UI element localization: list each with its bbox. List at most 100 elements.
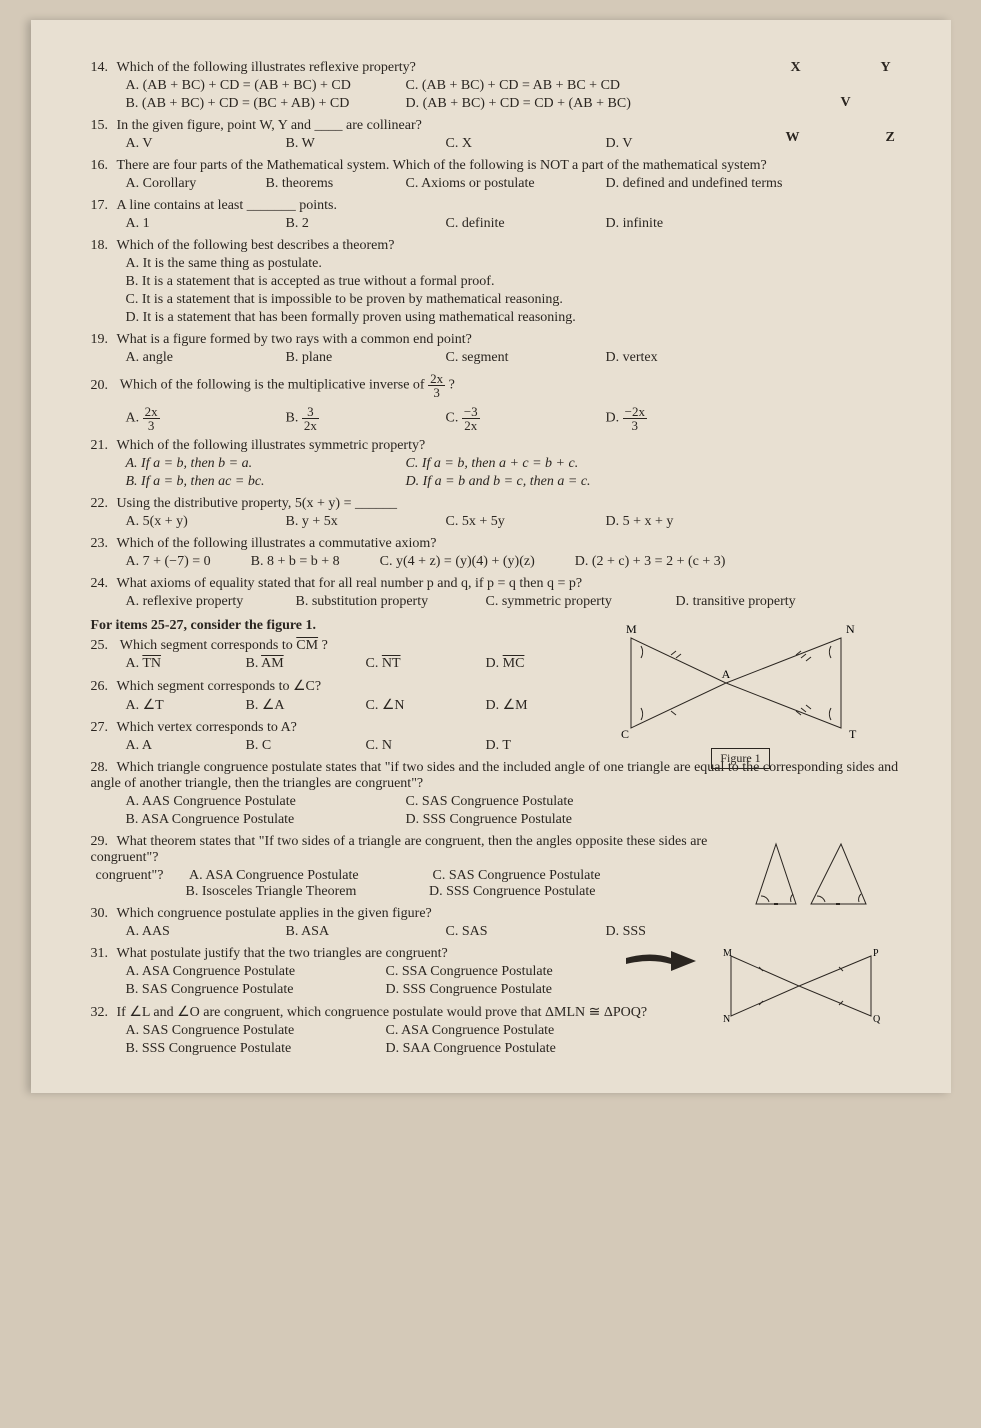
q27-opt-a: A. A: [126, 738, 246, 754]
question-14: 14.Which of the following illustrates re…: [91, 60, 901, 112]
q16-opt-d: D. defined and undefined terms: [606, 176, 783, 192]
q31-opt-a: A. ASA Congruence Postulate: [126, 964, 366, 980]
q29-opt-a: A. ASA Congruence Postulate: [189, 868, 429, 884]
q31-32-block: M P N Q 31.What postulate justify that t…: [91, 946, 901, 1057]
q24-opt-c: C. symmetric property: [486, 594, 676, 610]
q28-opt-d: D. SSS Congruence Postulate: [406, 812, 901, 828]
q26-opt-d: D. ∠M: [486, 697, 606, 714]
q25-opt-b: B. AM: [246, 656, 366, 672]
q31-text: What postulate justify that the two tria…: [117, 946, 448, 961]
q18-opt-a: A. It is the same thing as postulate.: [126, 256, 901, 272]
q15-opt-a: A. V: [126, 136, 286, 152]
q32-opt-c: C. ASA Congruence Postulate: [386, 1023, 901, 1039]
q20-opt-c: C. −32x: [446, 405, 606, 432]
q29-opt-c: C. SAS Congruence Postulate: [433, 868, 601, 883]
q22-opt-a: A. 5(x + y): [126, 514, 286, 530]
q21-text: Which of the following illustrates symme…: [117, 438, 426, 453]
q23-opt-b: B. 8 + b = b + 8: [251, 554, 340, 570]
q26-opt-c: C. ∠N: [366, 697, 486, 714]
question-23: 23.Which of the following illustrates a …: [91, 536, 901, 570]
q28-opt-a: A. AAS Congruence Postulate: [126, 794, 386, 810]
q17-opt-b: B. 2: [286, 216, 446, 232]
question-22: 22.Using the distributive property, 5(x …: [91, 496, 901, 530]
q19-text: What is a figure formed by two rays with…: [117, 332, 472, 347]
q32-text: If ∠L and ∠O are congruent, which congru…: [117, 1005, 648, 1020]
q14-opt-a: A. (AB + BC) + CD = (AB + BC) + CD: [126, 78, 386, 94]
q16-opt-b: B. theorems: [266, 176, 406, 192]
q18-text: Which of the following best describes a …: [117, 238, 395, 253]
question-27: 27.Which vertex corresponds to A? A. A B…: [91, 720, 901, 754]
q31-opt-d: D. SSS Congruence Postulate: [386, 982, 901, 998]
q24-opt-d: D. transitive property: [676, 594, 836, 610]
q21-opt-b: B. If a = b, then ac = bc.: [126, 474, 386, 490]
question-31: 31.What postulate justify that the two t…: [91, 946, 901, 998]
question-26: 26.Which segment corresponds to ∠C? A. ∠…: [91, 678, 901, 714]
q30-opt-b: B. ASA: [286, 924, 446, 940]
q15-opt-b: B. W: [286, 136, 446, 152]
q19-opt-b: B. plane: [286, 350, 446, 366]
q16-text: There are four parts of the Mathematical…: [117, 158, 767, 173]
q15-opt-d: D. V: [606, 136, 766, 152]
q21-opt-a: A. If a = b, then b = a.: [126, 456, 386, 472]
q23-opt-c: C. y(4 + z) = (y)(4) + (y)(z): [380, 554, 535, 570]
q18-opt-b: B. It is a statement that is accepted as…: [126, 274, 901, 290]
q20-text-pre: Which of the following is the multiplica…: [120, 378, 428, 393]
q15-text: In the given figure, point W, Y and ____…: [117, 118, 422, 133]
q29-opt-d: D. SSS Congruence Postulate: [429, 884, 595, 899]
q21-opt-d: D. If a = b and b = c, then a = c.: [406, 474, 901, 490]
q29-opt-b: B. Isosceles Triangle Theorem: [186, 884, 426, 900]
q19-opt-c: C. segment: [446, 350, 606, 366]
q20-opt-a: A. 2x3: [126, 405, 286, 432]
question-32: 32.If ∠L and ∠O are congruent, which con…: [91, 1004, 901, 1057]
question-18: 18.Which of the following best describes…: [91, 238, 901, 326]
q14-opt-c: C. (AB + BC) + CD = AB + BC + CD: [406, 78, 901, 94]
svg-text:M: M: [626, 622, 637, 636]
q14-text: Which of the following illustrates refle…: [117, 60, 416, 75]
q25-opt-a: A. TN: [126, 656, 246, 672]
q30-opt-d: D. SSS: [606, 924, 766, 940]
q18-opt-c: C. It is a statement that is impossible …: [126, 292, 901, 308]
q29-30-block: 29.What theorem states that "If two side…: [91, 834, 901, 940]
question-29: 29.What theorem states that "If two side…: [91, 834, 901, 900]
question-19: 19.What is a figure formed by two rays w…: [91, 332, 901, 366]
q24-text: What axioms of equality stated that for …: [117, 576, 583, 591]
figure-1-block: For items 25-27, consider the figure 1. …: [91, 618, 901, 754]
q15-opt-c: C. X: [446, 136, 606, 152]
q26-opt-b: B. ∠A: [246, 697, 366, 714]
q18-opt-d: D. It is a statement that has been forma…: [126, 310, 901, 326]
q28-opt-c: C. SAS Congruence Postulate: [406, 794, 901, 810]
q32-opt-b: B. SSS Congruence Postulate: [126, 1041, 366, 1057]
q20-opt-b: B. 32x: [286, 405, 446, 432]
q14-opt-b: B. (AB + BC) + CD = (BC + AB) + CD: [126, 96, 386, 112]
q27-text: Which vertex corresponds to A?: [117, 720, 297, 735]
q17-text: A line contains at least _______ points.: [117, 198, 337, 213]
q22-text: Using the distributive property, 5(x + y…: [117, 496, 397, 511]
q30-opt-c: C. SAS: [446, 924, 606, 940]
q27-opt-d: D. T: [486, 738, 606, 754]
q19-opt-d: D. vertex: [606, 350, 766, 366]
svg-text:N: N: [846, 622, 855, 636]
q27-opt-b: B. C: [246, 738, 366, 754]
q20-text-post: ?: [449, 378, 455, 393]
question-25: 25. Which segment corresponds to CM ? A.…: [91, 638, 901, 672]
q22-opt-c: C. 5x + 5y: [446, 514, 606, 530]
q31-opt-c: C. SSA Congruence Postulate: [386, 964, 901, 980]
q30-text: Which congruence postulate applies in th…: [117, 906, 432, 921]
q21-opt-c: C. If a = b, then a + c = b + c.: [406, 456, 901, 472]
q30-opt-a: A. AAS: [126, 924, 286, 940]
q27-opt-c: C. N: [366, 738, 486, 754]
q26-opt-a: A. ∠T: [126, 697, 246, 714]
question-30: 30.Which congruence postulate applies in…: [91, 906, 901, 940]
question-17: 17.A line contains at least _______ poin…: [91, 198, 901, 232]
q26-text: Which segment corresponds to ∠C?: [117, 679, 322, 694]
q23-text: Which of the following illustrates a com…: [117, 536, 437, 551]
q29-text: What theorem states that "If two sides o…: [91, 834, 708, 865]
q17-opt-d: D. infinite: [606, 216, 766, 232]
q23-opt-a: A. 7 + (−7) = 0: [126, 554, 211, 570]
question-15: 15.In the given figure, point W, Y and _…: [91, 118, 901, 152]
q25-opt-d: D. MC: [486, 656, 606, 672]
question-28: 28.Which triangle congruence postulate s…: [91, 760, 901, 828]
q14-opt-d: D. (AB + BC) + CD = CD + (AB + BC): [406, 96, 901, 112]
q17-opt-c: C. definite: [446, 216, 606, 232]
q20-opt-d: D. −2x3: [606, 405, 766, 432]
